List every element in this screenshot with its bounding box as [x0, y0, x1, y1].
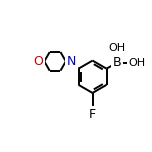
Text: O: O [34, 55, 43, 68]
Text: OH: OH [129, 58, 146, 68]
Text: F: F [89, 108, 96, 121]
Text: OH: OH [109, 43, 126, 52]
Text: N: N [67, 55, 76, 68]
Text: B: B [113, 56, 121, 69]
